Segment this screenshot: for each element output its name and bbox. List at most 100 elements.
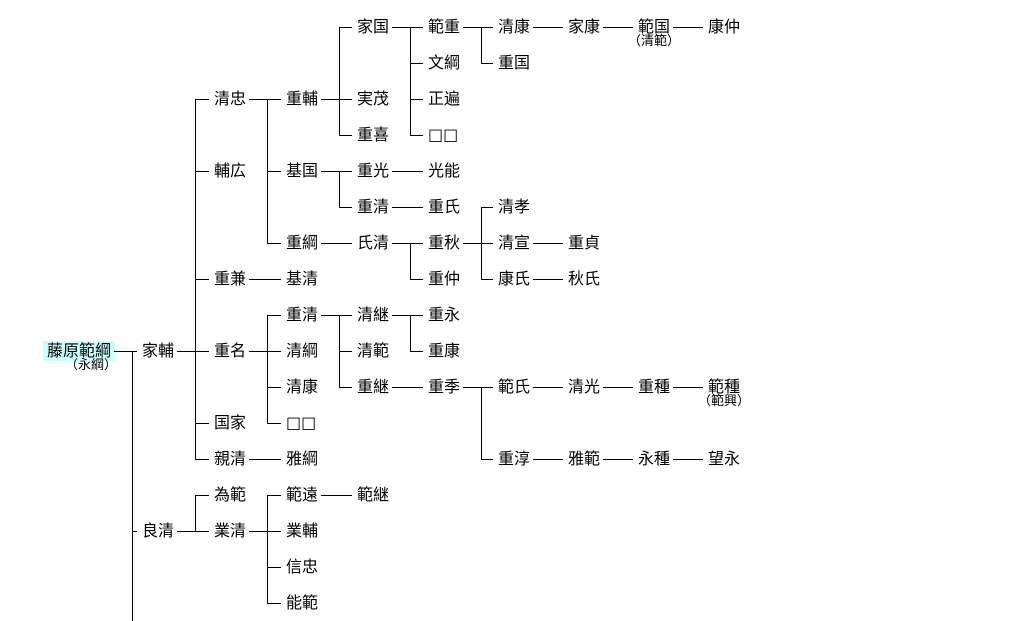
tree-node: 重永 bbox=[428, 305, 461, 324]
tree-node: 範種 bbox=[708, 377, 741, 396]
tree-node: 為範 bbox=[214, 485, 247, 504]
tree-connector-hline bbox=[267, 243, 281, 244]
tree-node: 良清 bbox=[142, 521, 175, 540]
tree-connector-hline bbox=[132, 351, 137, 352]
tree-node: 康氏 bbox=[498, 269, 531, 288]
tree-connector-hline bbox=[195, 99, 209, 100]
tree-node: 正遍 bbox=[428, 89, 461, 108]
tree-connector-vline bbox=[195, 495, 196, 532]
tree-connector-hline bbox=[177, 351, 196, 352]
tree-node: 重名 bbox=[214, 341, 247, 360]
tree-node: 範国 bbox=[638, 17, 671, 36]
tree-connector-hline bbox=[267, 171, 281, 172]
tree-connector-hline bbox=[603, 459, 633, 460]
tree-connector-hline bbox=[410, 351, 423, 352]
tree-connector-hline bbox=[533, 459, 563, 460]
tree-connector-hline bbox=[392, 243, 411, 244]
tree-connector-hline bbox=[392, 387, 423, 388]
tree-connector-hline bbox=[195, 459, 209, 460]
tree-node: 重光 bbox=[357, 161, 390, 180]
tree-node: 重継 bbox=[357, 377, 390, 396]
tree-node: 基清 bbox=[286, 269, 319, 288]
tree-connector-hline bbox=[195, 423, 209, 424]
tree-connector-hline bbox=[392, 171, 423, 172]
tree-connector-hline bbox=[392, 27, 411, 28]
tree-connector-hline bbox=[481, 459, 493, 460]
tree-connector-hline bbox=[533, 27, 563, 28]
tree-connector-hline bbox=[603, 387, 633, 388]
tree-connector-hline bbox=[132, 531, 137, 532]
tree-node: 範氏 bbox=[498, 377, 531, 396]
tree-node: 清範 bbox=[357, 341, 390, 360]
tree-connector-hline bbox=[463, 387, 482, 388]
tree-node: 重貞 bbox=[568, 233, 601, 252]
tree-connector-hline bbox=[339, 171, 352, 172]
tree-node: 氏清 bbox=[357, 233, 390, 252]
tree-node: 輔広 bbox=[214, 161, 247, 180]
tree-connector-hline bbox=[267, 531, 281, 532]
tree-connector-hline bbox=[410, 135, 423, 136]
tree-connector-hline bbox=[195, 351, 209, 352]
tree-node: 重秋 bbox=[428, 233, 461, 252]
tree-node: 重淳 bbox=[498, 449, 531, 468]
tree-node: 永種 bbox=[638, 449, 671, 468]
tree-connector-vline bbox=[410, 243, 411, 280]
tree-node: 信忠 bbox=[286, 557, 319, 576]
tree-node: 清孝 bbox=[498, 197, 531, 216]
tree-connector-hline bbox=[533, 279, 563, 280]
tree-node: 文綱 bbox=[428, 53, 461, 72]
tree-connector-vline bbox=[481, 27, 482, 64]
tree-connector-hline bbox=[410, 279, 423, 280]
tree-node: 清宣 bbox=[498, 233, 531, 252]
tree-connector-hline bbox=[267, 99, 281, 100]
tree-connector-hline bbox=[392, 207, 423, 208]
tree-connector-hline bbox=[267, 495, 281, 496]
tree-node-alias: （清範） bbox=[628, 34, 681, 49]
tree-connector-hline bbox=[321, 315, 340, 316]
tree-connector-hline bbox=[481, 27, 493, 28]
tree-connector-hline bbox=[481, 279, 493, 280]
tree-node: 家輔 bbox=[142, 341, 175, 360]
tree-connector-hline bbox=[249, 531, 268, 532]
tree-connector-hline bbox=[267, 315, 281, 316]
tree-connector-vline bbox=[267, 315, 268, 424]
tree-connector-vline bbox=[339, 27, 340, 136]
tree-connector-hline bbox=[339, 27, 352, 28]
tree-connector-hline bbox=[267, 567, 281, 568]
tree-node: 清忠 bbox=[214, 89, 247, 108]
tree-connector-hline bbox=[195, 279, 209, 280]
tree-node: 重清 bbox=[286, 305, 319, 324]
tree-node: 重綱 bbox=[286, 233, 319, 252]
tree-node: 業清 bbox=[214, 521, 247, 540]
tree-node: 範遠 bbox=[286, 485, 319, 504]
tree-connector-hline bbox=[339, 351, 352, 352]
tree-node: 重仲 bbox=[428, 269, 461, 288]
tree-connector-hline bbox=[195, 531, 209, 532]
tree-node: 親清 bbox=[214, 449, 247, 468]
tree-connector-hline bbox=[321, 243, 352, 244]
tree-connector-hline bbox=[249, 279, 281, 280]
tree-node: □□ bbox=[428, 125, 459, 144]
tree-connector-hline bbox=[249, 459, 281, 460]
tree-connector-hline bbox=[603, 27, 633, 28]
tree-connector-hline bbox=[195, 495, 209, 496]
tree-node: 光能 bbox=[428, 161, 461, 180]
tree-connector-hline bbox=[249, 351, 268, 352]
tree-node: 範継 bbox=[357, 485, 390, 504]
tree-connector-hline bbox=[339, 387, 352, 388]
tree-connector-hline bbox=[481, 243, 493, 244]
tree-connector-vline bbox=[267, 495, 268, 604]
tree-node: 重喜 bbox=[357, 125, 390, 144]
tree-node: 清継 bbox=[357, 305, 390, 324]
tree-node: 実茂 bbox=[357, 89, 390, 108]
tree-connector-hline bbox=[481, 387, 493, 388]
tree-node: 重康 bbox=[428, 341, 461, 360]
tree-node: 雅綱 bbox=[286, 449, 319, 468]
tree-connector-hline bbox=[321, 99, 340, 100]
tree-connector-hline bbox=[339, 207, 352, 208]
tree-node: 業輔 bbox=[286, 521, 319, 540]
tree-connector-hline bbox=[481, 207, 493, 208]
tree-connector-vline bbox=[339, 171, 340, 208]
tree-connector-hline bbox=[673, 387, 703, 388]
